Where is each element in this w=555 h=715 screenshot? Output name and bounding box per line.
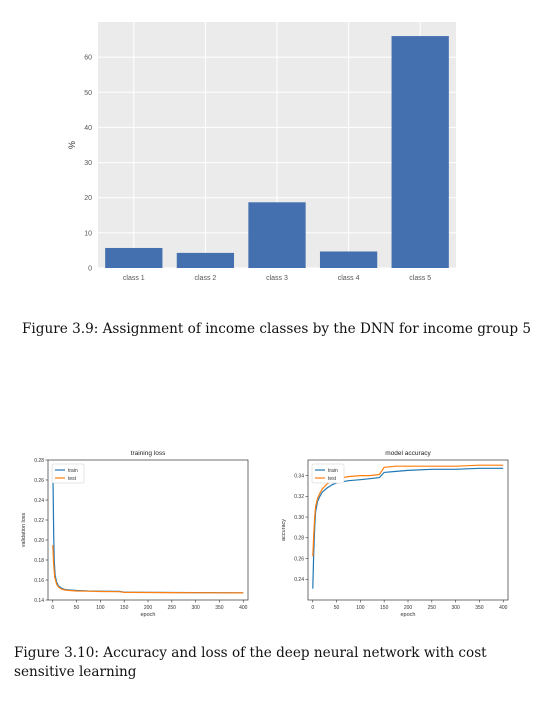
x-tick-label: 200 [404, 605, 413, 611]
y-tick-label: 0.30 [294, 515, 304, 521]
x-tick-label: 0 [51, 605, 54, 611]
y-tick-label: 20 [84, 195, 92, 202]
training-loss-chart: training loss 0 50 100 150 200 250 300 350 400 0.1… [21, 450, 249, 618]
x-tick-label: 50 [334, 605, 340, 611]
legend-label-train: train [328, 468, 338, 474]
income-class-bar-chart: 0 10 20 30 40 50 60 class 1 class 2 class 3 class … [67, 22, 456, 282]
x-tick-label: 200 [144, 605, 153, 611]
y-tick-label: 0.28 [294, 536, 304, 542]
x-tick-label: class 2 [195, 275, 217, 282]
series-line-train [312, 467, 504, 589]
x-tick-label: 250 [168, 605, 177, 611]
bar-class-5 [391, 36, 449, 268]
x-tick-label: class 3 [266, 275, 288, 282]
x-tick-label: 100 [356, 605, 365, 611]
chart-title: model accuracy [385, 450, 431, 457]
x-tick-label: class 5 [409, 275, 431, 282]
y-tick-label: 30 [84, 160, 92, 167]
y-tick-label: 0.28 [34, 458, 44, 464]
x-tick-label: 50 [74, 605, 80, 611]
y-axis-label: validation loss [21, 512, 27, 547]
figure-3-10-caption: Figure 3.10: Accuracy and loss of the de… [14, 645, 487, 680]
x-tick-label: 350 [215, 605, 224, 611]
chart-title: training loss [131, 450, 166, 457]
x-tick-label: 150 [120, 605, 129, 611]
x-tick-label: 400 [239, 605, 248, 611]
bar-class-1 [105, 247, 163, 268]
y-axis-label: accuracy [281, 519, 287, 541]
y-tick-label: 0.26 [34, 478, 44, 484]
figure-3-9-caption: Figure 3.9: Assignment of income classes… [22, 321, 532, 337]
x-tick-label: 150 [380, 605, 389, 611]
x-tick-label: 250 [428, 605, 437, 611]
y-tick-label: 0.14 [34, 598, 44, 604]
y-tick-label: 50 [84, 90, 92, 97]
x-tick-label: 300 [191, 605, 200, 611]
y-tick-label: 60 [84, 55, 92, 62]
y-tick-label: 0.24 [294, 577, 304, 583]
legend-label-test: test [328, 476, 337, 482]
y-tick-label: 0.34 [294, 473, 304, 479]
y-tick-label: 40 [84, 125, 92, 132]
legend-label-train: train [68, 468, 78, 474]
bar-class-2 [176, 252, 235, 268]
x-tick-label: 350 [475, 605, 484, 611]
model-accuracy-chart: model accuracy 0 50 100 150 200 250 300 350 400 0.… [281, 450, 509, 618]
series-line-test [312, 464, 504, 557]
x-tick-label: class 4 [338, 275, 360, 282]
y-tick-label: 10 [84, 230, 92, 237]
series-line-test [52, 544, 244, 594]
x-tick-label: 400 [499, 605, 508, 611]
bar-class-3 [248, 202, 306, 268]
legend-label-test: test [68, 476, 77, 482]
x-tick-label: 300 [451, 605, 460, 611]
x-tick-label: class 1 [123, 275, 145, 282]
y-tick-label: 0.18 [34, 558, 44, 564]
y-tick-label: 0.16 [34, 578, 44, 584]
x-axis-label: epoch [401, 612, 416, 618]
y-tick-label: 0.22 [34, 518, 44, 524]
y-tick-label: 0.24 [34, 498, 44, 504]
y-tick-label: 0.20 [34, 538, 44, 544]
x-tick-label: 0 [311, 605, 314, 611]
plot-area [307, 459, 509, 601]
bar-class-4 [319, 251, 378, 268]
y-axis-label: % [67, 141, 77, 149]
x-axis-label: epoch [141, 612, 156, 618]
y-tick-label: 0.26 [294, 556, 304, 562]
plot-area [47, 459, 249, 601]
y-tick-label: 0 [88, 266, 92, 273]
x-tick-label: 100 [96, 605, 105, 611]
y-tick-label: 0.32 [294, 494, 304, 500]
